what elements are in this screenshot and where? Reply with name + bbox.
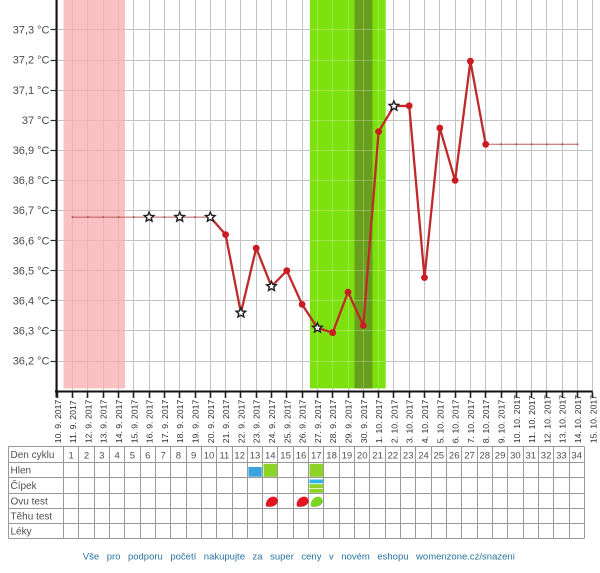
svg-text:3. 10. 2017: 3. 10. 2017 xyxy=(405,400,415,444)
svg-text:26: 26 xyxy=(449,450,460,461)
svg-text:27. 9. 2017: 27. 9. 2017 xyxy=(313,400,323,444)
svg-text:11. 10. 2017: 11. 10. 2017 xyxy=(527,395,537,443)
svg-text:11: 11 xyxy=(219,450,229,461)
svg-text:12: 12 xyxy=(234,450,245,461)
svg-text:10. 10. 2017: 10. 10. 2017 xyxy=(512,395,522,443)
svg-text:36,4 °C: 36,4 °C xyxy=(13,296,50,308)
svg-text:5. 10. 2017: 5. 10. 2017 xyxy=(435,400,445,444)
svg-text:32: 32 xyxy=(541,450,552,461)
svg-text:15. 10. 2017: 15. 10. 2017 xyxy=(588,395,598,443)
svg-text:7: 7 xyxy=(160,450,165,461)
svg-text:36,3 °C: 36,3 °C xyxy=(13,326,50,338)
svg-text:6: 6 xyxy=(145,450,150,461)
svg-text:10. 9. 2017: 10. 9. 2017 xyxy=(53,400,63,444)
svg-text:29: 29 xyxy=(495,450,506,461)
svg-text:17: 17 xyxy=(311,450,322,461)
svg-text:16. 9. 2017: 16. 9. 2017 xyxy=(145,400,155,444)
svg-text:28: 28 xyxy=(480,450,491,461)
svg-text:13. 10. 2017: 13. 10. 2017 xyxy=(558,395,568,443)
svg-text:3: 3 xyxy=(99,450,104,461)
svg-text:18. 9. 2017: 18. 9. 2017 xyxy=(175,400,185,444)
svg-text:21. 9. 2017: 21. 9. 2017 xyxy=(221,400,231,444)
svg-text:1. 10. 2017: 1. 10. 2017 xyxy=(374,400,384,444)
svg-text:9. 10. 2017: 9. 10. 2017 xyxy=(497,400,507,444)
svg-text:20. 9. 2017: 20. 9. 2017 xyxy=(206,400,216,444)
svg-text:8. 10. 2017: 8. 10. 2017 xyxy=(481,400,491,444)
svg-text:37,3 °C: 37,3 °C xyxy=(13,25,50,37)
svg-text:25: 25 xyxy=(434,450,445,461)
svg-text:36,7 °C: 36,7 °C xyxy=(13,205,50,217)
svg-text:21: 21 xyxy=(372,450,383,461)
svg-text:19: 19 xyxy=(342,450,353,461)
svg-text:5: 5 xyxy=(130,450,135,461)
svg-text:20: 20 xyxy=(357,450,368,461)
svg-text:23: 23 xyxy=(403,450,414,461)
svg-text:Vše pro podporu početí nakupuj: Vše pro podporu početí nakupujte za supe… xyxy=(83,552,515,563)
svg-text:37,2 °C: 37,2 °C xyxy=(13,55,50,67)
svg-text:1: 1 xyxy=(69,450,74,461)
svg-text:11. 9. 2017: 11. 9. 2017 xyxy=(68,400,78,443)
svg-text:37 °C: 37 °C xyxy=(22,115,50,127)
svg-text:10: 10 xyxy=(204,450,215,461)
svg-text:34: 34 xyxy=(571,450,582,461)
svg-text:25. 9. 2017: 25. 9. 2017 xyxy=(282,400,292,444)
svg-text:9: 9 xyxy=(191,450,196,461)
svg-text:24. 9. 2017: 24. 9. 2017 xyxy=(267,400,277,444)
svg-text:2. 10. 2017: 2. 10. 2017 xyxy=(389,400,399,444)
svg-text:Čípek: Čípek xyxy=(11,479,38,492)
svg-text:14. 9. 2017: 14. 9. 2017 xyxy=(114,400,124,444)
svg-text:Ovu test: Ovu test xyxy=(11,497,48,508)
svg-text:4: 4 xyxy=(114,450,119,461)
svg-text:36,9 °C: 36,9 °C xyxy=(13,145,50,157)
svg-text:15: 15 xyxy=(280,450,291,461)
svg-text:18: 18 xyxy=(326,450,337,461)
svg-text:27: 27 xyxy=(464,450,475,461)
svg-text:36,6 °C: 36,6 °C xyxy=(13,235,50,247)
svg-text:22. 9. 2017: 22. 9. 2017 xyxy=(236,400,246,444)
svg-text:Den cyklu: Den cyklu xyxy=(11,450,55,461)
svg-text:6. 10. 2017: 6. 10. 2017 xyxy=(451,400,461,444)
svg-text:4. 10. 2017: 4. 10. 2017 xyxy=(420,400,430,444)
svg-text:29. 9. 2017: 29. 9. 2017 xyxy=(344,400,354,444)
svg-text:36,8 °C: 36,8 °C xyxy=(13,175,50,187)
svg-text:8: 8 xyxy=(176,450,181,461)
svg-text:31: 31 xyxy=(526,450,537,461)
svg-text:7. 10. 2017: 7. 10. 2017 xyxy=(466,400,476,444)
svg-text:12. 9. 2017: 12. 9. 2017 xyxy=(83,400,93,444)
svg-text:24: 24 xyxy=(418,450,429,461)
svg-text:37,1 °C: 37,1 °C xyxy=(13,85,50,97)
svg-text:36,5 °C: 36,5 °C xyxy=(13,265,50,277)
svg-text:Léky: Léky xyxy=(11,527,32,538)
svg-text:33: 33 xyxy=(556,450,567,461)
svg-text:14: 14 xyxy=(265,450,276,461)
svg-text:13. 9. 2017: 13. 9. 2017 xyxy=(99,400,109,444)
svg-text:19. 9. 2017: 19. 9. 2017 xyxy=(191,400,201,444)
svg-text:15. 9. 2017: 15. 9. 2017 xyxy=(129,400,139,444)
svg-text:28. 9. 2017: 28. 9. 2017 xyxy=(328,400,338,444)
svg-text:36,2 °C: 36,2 °C xyxy=(13,356,50,368)
svg-text:30. 9. 2017: 30. 9. 2017 xyxy=(359,400,369,444)
svg-text:Těhu test: Těhu test xyxy=(11,512,53,523)
svg-text:2: 2 xyxy=(84,450,89,461)
svg-text:17. 9. 2017: 17. 9. 2017 xyxy=(160,400,170,444)
svg-text:14. 10. 2017: 14. 10. 2017 xyxy=(573,395,583,443)
svg-text:16: 16 xyxy=(296,450,307,461)
svg-text:30: 30 xyxy=(510,450,521,461)
svg-text:13: 13 xyxy=(250,450,261,461)
svg-text:23. 9. 2017: 23. 9. 2017 xyxy=(252,400,262,444)
svg-text:12. 10. 2017: 12. 10. 2017 xyxy=(542,395,552,443)
svg-text:26. 9. 2017: 26. 9. 2017 xyxy=(298,400,308,444)
svg-text:Hlen: Hlen xyxy=(11,466,32,477)
svg-text:22: 22 xyxy=(388,450,399,461)
